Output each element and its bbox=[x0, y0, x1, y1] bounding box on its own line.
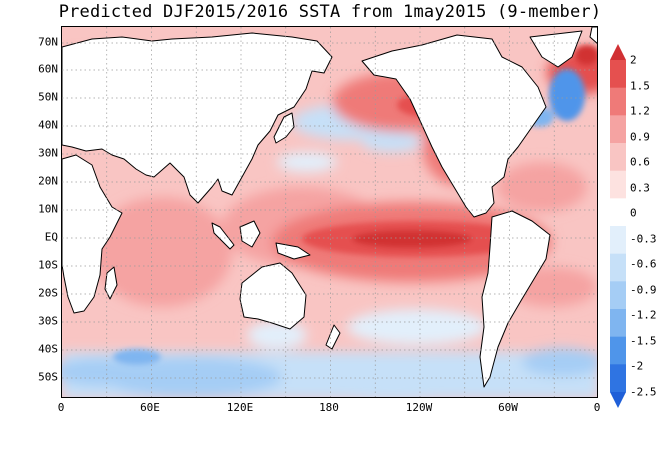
lat-label-50n: 50N bbox=[38, 90, 58, 104]
colorbar-tick-label: -0.3 bbox=[630, 232, 657, 246]
lat-label-20n: 20N bbox=[38, 174, 58, 188]
lat-label-10s: 10S bbox=[38, 258, 58, 272]
colorbar-bottom-arrow bbox=[610, 392, 626, 408]
south-pacific-cool bbox=[302, 369, 482, 397]
lon-label-60w: 60W bbox=[498, 401, 518, 414]
colorbar-tick-label: 0.6 bbox=[630, 155, 650, 169]
colorbar-segment bbox=[610, 143, 626, 172]
colorbar-tick-label: -1.5 bbox=[630, 334, 657, 348]
tasman-neutral bbox=[247, 321, 307, 349]
colorbar-segment bbox=[610, 226, 626, 255]
lon-label-0-east: 0 bbox=[593, 401, 601, 414]
lat-label-60n: 60N bbox=[38, 62, 58, 76]
lon-label-180: 180 bbox=[319, 401, 339, 414]
borneo-land bbox=[239, 220, 261, 248]
lat-label-30s: 30S bbox=[38, 314, 58, 328]
colorbar-tick-label: -2 bbox=[630, 359, 644, 373]
lat-label-30n: 30N bbox=[38, 146, 58, 160]
colorbar-segment bbox=[610, 60, 626, 89]
colorbar-tick-label: 1.2 bbox=[630, 104, 650, 118]
colorbar-segment bbox=[610, 253, 626, 282]
eurasia-land bbox=[62, 32, 333, 204]
colorbar-top-arrow bbox=[610, 44, 626, 60]
lat-label-40s: 40S bbox=[38, 342, 58, 356]
antarctic-tip-land bbox=[589, 27, 597, 44]
new-guinea-land bbox=[275, 242, 311, 260]
colorbar-tick-label: 2 bbox=[630, 53, 637, 67]
colorbar-tick-label: -1.2 bbox=[630, 308, 657, 322]
colorbar-segment bbox=[610, 309, 626, 338]
south-america-land bbox=[479, 210, 551, 388]
map-title: Predicted DJF2015/2016 SSTA from 1may201… bbox=[58, 2, 602, 22]
lat-label-70n: 70N bbox=[38, 35, 58, 49]
lon-label-120e: 120E bbox=[226, 401, 254, 414]
colorbar-tick-label: -2.5 bbox=[630, 385, 657, 399]
colorbar-segment bbox=[610, 115, 626, 144]
colorbar-segment bbox=[610, 336, 626, 365]
lon-label-60e: 60E bbox=[140, 401, 160, 414]
africa-land bbox=[62, 154, 123, 314]
lat-label-40n: 40N bbox=[38, 118, 58, 132]
colorbar-segment bbox=[610, 281, 626, 310]
colorbar-segments bbox=[610, 60, 626, 393]
np-cool-2 bbox=[362, 132, 422, 152]
map-plot-area bbox=[61, 26, 598, 398]
colorbar-segment bbox=[610, 198, 626, 227]
colorbar-tick-label: -0.9 bbox=[630, 283, 657, 297]
colorbar-segment bbox=[610, 170, 626, 199]
colorbar-segment bbox=[610, 87, 626, 116]
colorbar-tick-label: 1.5 bbox=[630, 79, 650, 93]
lat-label-10n: 10N bbox=[38, 202, 58, 216]
north-atlantic-cold bbox=[549, 69, 585, 121]
lat-label-50s: 50S bbox=[38, 370, 58, 384]
madagascar-land bbox=[104, 266, 118, 300]
south-indian-cold-core bbox=[113, 349, 161, 365]
colorbar-segment bbox=[610, 364, 626, 393]
subtropical-atlantic bbox=[497, 162, 587, 212]
greenland-land bbox=[529, 30, 583, 68]
colorbar-tick-label: -0.6 bbox=[630, 257, 657, 271]
south-atlantic-cool bbox=[62, 358, 152, 386]
arctic-warm-core bbox=[575, 45, 597, 65]
australia-land bbox=[239, 262, 307, 330]
lat-label-eq: EQ bbox=[44, 230, 58, 244]
colorbar-tick-label: 0.3 bbox=[630, 181, 650, 195]
sumatra-land bbox=[211, 222, 235, 250]
graticule bbox=[62, 27, 597, 397]
colorbar bbox=[610, 44, 626, 408]
sst-anomaly-map bbox=[62, 27, 597, 397]
japan-land bbox=[273, 112, 295, 144]
np-cool-3 bbox=[277, 152, 337, 172]
lon-label-120w: 120W bbox=[405, 401, 433, 414]
colorbar-tick-label: 0 bbox=[630, 206, 637, 220]
colorbar-tick-label: 0.9 bbox=[630, 130, 650, 144]
new-zealand-land bbox=[325, 324, 341, 350]
indian-warm bbox=[92, 197, 232, 307]
lon-label-0: 0 bbox=[57, 401, 65, 414]
lat-label-20s: 20S bbox=[38, 286, 58, 300]
nino-core-2 bbox=[352, 230, 472, 248]
drake-cool bbox=[522, 348, 597, 376]
sp-neutral bbox=[347, 309, 487, 345]
